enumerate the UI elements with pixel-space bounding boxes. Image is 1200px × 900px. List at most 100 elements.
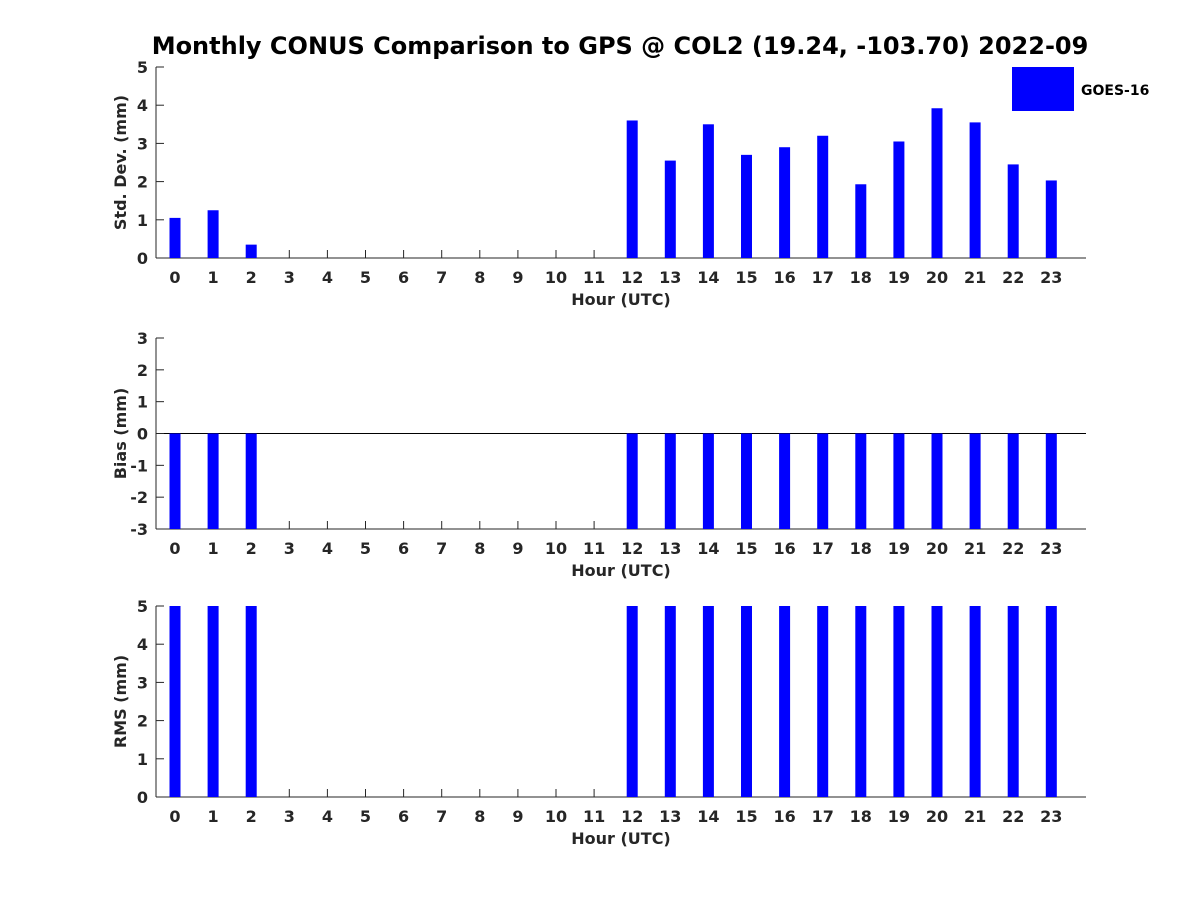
bar-hour-18 bbox=[855, 433, 867, 529]
bar-hour-20 bbox=[931, 108, 943, 258]
x-tick-label: 0 bbox=[169, 807, 180, 826]
x-tick-label: 4 bbox=[322, 807, 333, 826]
x-tick-label: 9 bbox=[512, 539, 523, 558]
x-tick-label: 11 bbox=[583, 807, 605, 826]
bar-hour-23 bbox=[1045, 180, 1057, 258]
y-axis-label: Bias (mm) bbox=[111, 388, 130, 480]
bar-hour-12 bbox=[626, 433, 638, 529]
chart-title: Monthly CONUS Comparison to GPS @ COL2 (… bbox=[152, 32, 1089, 60]
x-tick-label: 0 bbox=[169, 539, 180, 558]
x-tick-label: 19 bbox=[888, 807, 910, 826]
x-tick-label: 1 bbox=[208, 268, 219, 287]
x-tick-label: 13 bbox=[659, 268, 681, 287]
bar-hour-18 bbox=[855, 606, 867, 797]
x-tick-label: 17 bbox=[812, 807, 834, 826]
bar-hour-22 bbox=[1007, 606, 1019, 797]
y-tick-label: 2 bbox=[137, 173, 148, 192]
x-tick-label: 3 bbox=[284, 807, 295, 826]
bar-hour-1 bbox=[207, 433, 219, 529]
x-tick-label: 18 bbox=[850, 539, 872, 558]
x-tick-label: 19 bbox=[888, 268, 910, 287]
bar-hour-21 bbox=[969, 122, 981, 258]
x-tick-label: 16 bbox=[773, 539, 795, 558]
bar-hour-17 bbox=[817, 606, 829, 797]
x-tick-label: 11 bbox=[583, 268, 605, 287]
legend-swatch bbox=[1012, 67, 1074, 111]
y-tick-label: 0 bbox=[137, 249, 148, 268]
x-tick-label: 16 bbox=[773, 268, 795, 287]
bar-hour-13 bbox=[664, 160, 676, 258]
bar-hour-23 bbox=[1045, 433, 1057, 529]
bar-hour-15 bbox=[741, 433, 752, 529]
bar-hour-20 bbox=[931, 433, 943, 529]
x-tick-label: 14 bbox=[697, 539, 719, 558]
y-tick-label: 1 bbox=[137, 211, 148, 230]
bar-hour-12 bbox=[626, 606, 638, 797]
y-tick-label: 5 bbox=[137, 597, 148, 616]
bar-hour-14 bbox=[702, 433, 714, 529]
bar-hour-21 bbox=[969, 433, 981, 529]
bar-hour-2 bbox=[245, 433, 257, 529]
bar-hour-15 bbox=[741, 154, 752, 258]
x-tick-label: 21 bbox=[964, 807, 986, 826]
x-tick-label: 3 bbox=[284, 539, 295, 558]
x-tick-label: 18 bbox=[850, 268, 872, 287]
bar-hour-19 bbox=[893, 141, 905, 258]
bar-hour-13 bbox=[664, 606, 676, 797]
x-tick-label: 2 bbox=[246, 268, 257, 287]
bar-hour-22 bbox=[1007, 433, 1019, 529]
y-tick-label: 5 bbox=[137, 58, 148, 77]
x-tick-label: 9 bbox=[512, 268, 523, 287]
x-tick-label: 1 bbox=[208, 807, 219, 826]
bar-hour-19 bbox=[893, 606, 905, 797]
x-tick-label: 22 bbox=[1002, 807, 1024, 826]
bar-hour-12 bbox=[626, 120, 638, 258]
bar-hour-22 bbox=[1007, 164, 1019, 258]
bar-hour-16 bbox=[779, 606, 791, 797]
x-tick-label: 13 bbox=[659, 807, 681, 826]
x-tick-label: 7 bbox=[436, 807, 447, 826]
x-tick-label: 16 bbox=[773, 807, 795, 826]
bar-hour-2 bbox=[245, 244, 257, 258]
y-tick-label: -1 bbox=[130, 456, 148, 475]
x-tick-label: 6 bbox=[398, 539, 409, 558]
x-tick-label: 2 bbox=[246, 539, 257, 558]
x-tick-label: 20 bbox=[926, 268, 948, 287]
y-axis-label: Std. Dev. (mm) bbox=[111, 95, 130, 230]
x-tick-label: 17 bbox=[812, 268, 834, 287]
y-tick-label: 1 bbox=[137, 750, 148, 769]
legend: GOES-16 bbox=[1012, 67, 1149, 111]
x-tick-label: 22 bbox=[1002, 268, 1024, 287]
bar-hour-18 bbox=[855, 184, 867, 258]
y-tick-label: 3 bbox=[137, 329, 148, 348]
x-tick-label: 23 bbox=[1040, 539, 1062, 558]
x-tick-label: 5 bbox=[360, 268, 371, 287]
y-tick-label: 4 bbox=[137, 96, 148, 115]
x-tick-label: 5 bbox=[360, 539, 371, 558]
y-tick-label: 1 bbox=[137, 393, 148, 412]
x-tick-label: 7 bbox=[436, 539, 447, 558]
x-tick-label: 8 bbox=[474, 539, 485, 558]
x-tick-label: 8 bbox=[474, 807, 485, 826]
x-tick-label: 10 bbox=[545, 807, 567, 826]
y-axis-label: RMS (mm) bbox=[111, 655, 130, 748]
x-tick-label: 0 bbox=[169, 268, 180, 287]
y-tick-label: -2 bbox=[130, 488, 148, 507]
x-tick-label: 1 bbox=[208, 539, 219, 558]
x-axis-label: Hour (UTC) bbox=[571, 829, 671, 848]
bar-hour-1 bbox=[207, 606, 219, 797]
x-axis-label: Hour (UTC) bbox=[571, 561, 671, 580]
bar-hour-16 bbox=[779, 147, 791, 258]
legend-label: GOES-16 bbox=[1081, 83, 1149, 99]
x-tick-label: 2 bbox=[246, 807, 257, 826]
y-tick-label: 2 bbox=[137, 361, 148, 380]
x-tick-label: 17 bbox=[812, 539, 834, 558]
bar-hour-20 bbox=[931, 606, 943, 797]
x-tick-label: 15 bbox=[735, 268, 757, 287]
x-tick-label: 15 bbox=[735, 539, 757, 558]
x-tick-label: 22 bbox=[1002, 539, 1024, 558]
bar-hour-0 bbox=[169, 433, 181, 529]
x-tick-label: 13 bbox=[659, 539, 681, 558]
